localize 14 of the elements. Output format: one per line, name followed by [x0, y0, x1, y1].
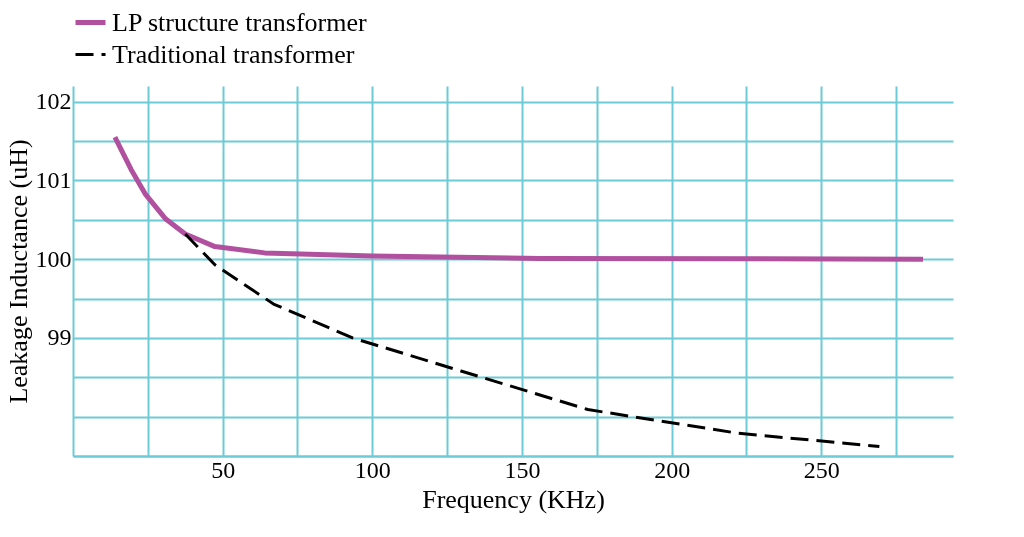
x-tick-label: 100 — [354, 456, 391, 483]
line-series — [183, 232, 881, 449]
y-tick-label: 102 — [35, 88, 72, 115]
legend-label: Traditional transformer — [112, 39, 355, 69]
y-tick-label: 100 — [35, 245, 72, 272]
y-tick-label: 101 — [35, 166, 72, 193]
x-axis-title: Frequency (KHz) — [422, 484, 605, 514]
x-tick-label: 150 — [504, 456, 541, 483]
y-tick-label: 99 — [47, 324, 72, 351]
x-tick-label: 50 — [211, 456, 236, 483]
y-axis-title: Leakage Inductance (uH) — [3, 139, 33, 404]
legend-label: LP structure transformer — [112, 7, 367, 37]
x-tick-label: 200 — [654, 456, 691, 483]
x-tick-label: 250 — [803, 456, 840, 483]
